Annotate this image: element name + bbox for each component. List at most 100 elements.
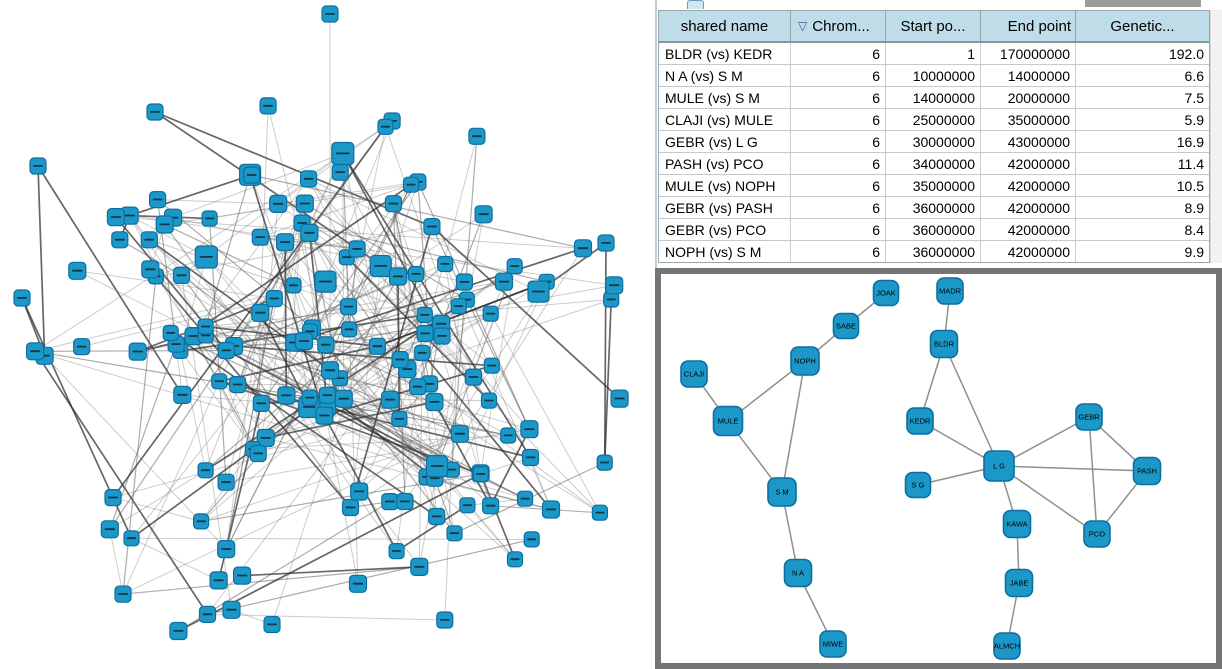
main-network-node[interactable]	[597, 234, 615, 252]
main-network-node[interactable]	[111, 231, 129, 249]
main-network-node[interactable]	[388, 267, 408, 286]
network-node-joak[interactable]: JOAK	[872, 279, 900, 307]
main-network-node[interactable]	[384, 195, 402, 213]
column-header-2[interactable]: Start po...	[886, 11, 981, 41]
network-node-n-a[interactable]: N A	[783, 558, 813, 588]
main-network-node[interactable]	[541, 500, 561, 519]
main-network-node[interactable]	[173, 385, 192, 404]
main-network-node[interactable]	[73, 338, 91, 356]
main-network-node[interactable]	[428, 507, 446, 526]
main-network-node[interactable]	[321, 5, 339, 23]
main-network-node[interactable]	[276, 233, 295, 252]
main-network-node[interactable]	[506, 551, 524, 568]
main-network-node[interactable]	[391, 410, 408, 428]
main-network-node[interactable]	[341, 498, 360, 517]
network-node-almch[interactable]: ALMCH	[993, 632, 1021, 660]
main-network-node[interactable]	[468, 127, 486, 145]
main-network-node[interactable]	[455, 273, 473, 291]
main-network-node[interactable]	[123, 530, 140, 547]
main-network-node[interactable]	[317, 336, 335, 354]
main-network-node[interactable]	[446, 525, 463, 542]
main-network-node[interactable]	[269, 194, 288, 213]
network-node-l-g[interactable]: L G	[983, 450, 1015, 482]
main-network-node[interactable]	[436, 611, 454, 629]
main-network-node[interactable]	[480, 392, 498, 409]
main-network-node[interactable]	[408, 265, 425, 283]
network-node-gebr[interactable]: GEBR	[1075, 403, 1103, 431]
network-node-s-g[interactable]: S G	[904, 471, 932, 499]
main-network-node[interactable]	[217, 473, 235, 491]
main-network-node[interactable]	[295, 194, 314, 213]
main-network-node[interactable]	[450, 298, 467, 315]
table-vertical-scrollbar[interactable]	[1210, 10, 1222, 263]
main-network-node[interactable]	[334, 389, 353, 408]
column-header-0[interactable]: shared name	[659, 11, 791, 41]
main-network-node[interactable]	[100, 520, 119, 539]
main-network-node[interactable]	[423, 218, 441, 236]
main-network-node[interactable]	[13, 289, 31, 307]
main-network-node[interactable]	[482, 497, 500, 515]
main-network-node[interactable]	[402, 176, 420, 193]
main-network-node[interactable]	[494, 272, 514, 291]
filter-funnel-icon[interactable]: ▽	[798, 19, 808, 33]
network-node-bldr[interactable]: BLDR	[929, 329, 959, 359]
network-node-pco[interactable]: PCO	[1083, 520, 1111, 548]
main-network-node[interactable]	[251, 228, 269, 246]
main-network-node[interactable]	[146, 103, 164, 121]
main-network-node[interactable]	[300, 223, 319, 242]
subnetwork-graphic[interactable]: JOAK MADR SABE BLDR NOPH CLAJI MULE KEDR GEBR L G…	[661, 274, 1216, 663]
main-network-node[interactable]	[155, 215, 174, 234]
main-network-node[interactable]	[169, 621, 188, 641]
main-network-node[interactable]	[198, 605, 217, 624]
main-network-node[interactable]	[605, 276, 624, 295]
main-network-node[interactable]	[425, 392, 444, 412]
table-row[interactable]: PASH (vs) PCO 6 34000000 42000000 11.4	[659, 152, 1209, 174]
main-network-node[interactable]	[369, 254, 392, 278]
main-network-node[interactable]	[414, 344, 431, 361]
network-node-kedr[interactable]: KEDR	[906, 407, 934, 435]
network-node-sabe[interactable]: SABE	[832, 312, 860, 340]
network-node-kawa[interactable]: KAWA	[1002, 509, 1032, 539]
main-network-node[interactable]	[391, 351, 409, 369]
main-network-node[interactable]	[381, 493, 399, 511]
column-header-3[interactable]: End point	[981, 11, 1076, 41]
main-network-node[interactable]	[437, 255, 454, 273]
main-network-node[interactable]	[348, 574, 368, 593]
main-network-node[interactable]	[197, 462, 214, 479]
main-network-node[interactable]	[591, 504, 609, 521]
main-network-node[interactable]	[140, 231, 158, 249]
subnetwork-edge[interactable]	[781, 360, 806, 493]
main-network-node[interactable]	[217, 539, 236, 559]
main-network-node[interactable]	[209, 571, 228, 590]
main-network-node[interactable]	[416, 306, 433, 324]
main-network-node[interactable]	[331, 141, 355, 166]
main-network-node[interactable]	[315, 406, 334, 425]
main-network-node[interactable]	[162, 324, 179, 342]
main-network-node[interactable]	[314, 270, 337, 293]
network-node-pash[interactable]: PASH	[1132, 456, 1162, 486]
main-network-node[interactable]	[610, 389, 629, 408]
main-network-node[interactable]	[318, 386, 336, 404]
main-network-node[interactable]	[474, 205, 493, 224]
main-network-node[interactable]	[464, 368, 483, 386]
main-network-node[interactable]	[222, 600, 241, 619]
main-network-canvas[interactable]	[0, 0, 655, 669]
main-network-node[interactable]	[388, 542, 405, 560]
main-network-node[interactable]	[500, 427, 517, 444]
subnetwork-edge[interactable]	[998, 465, 1098, 535]
main-network-node[interactable]	[521, 448, 540, 467]
main-network-node[interactable]	[277, 386, 296, 405]
main-network-node[interactable]	[425, 455, 449, 478]
network-node-claji[interactable]: CLAJI	[680, 360, 708, 388]
network-node-jabe[interactable]: JABE	[1004, 568, 1034, 598]
main-network-node[interactable]	[68, 261, 87, 280]
main-network-node[interactable]	[350, 482, 369, 501]
table-row[interactable]: BLDR (vs) KEDR 6 1 170000000 192.0	[659, 43, 1209, 64]
main-network-node[interactable]	[128, 342, 147, 361]
main-network-node[interactable]	[527, 280, 550, 303]
main-network-node[interactable]	[217, 341, 235, 360]
main-network-node[interactable]	[506, 258, 523, 275]
table-row[interactable]: GEBR (vs) PASH 6 36000000 42000000 8.9	[659, 196, 1209, 218]
network-node-noph[interactable]: NOPH	[790, 346, 820, 376]
table-row[interactable]: MULE (vs) S M 6 14000000 20000000 7.5	[659, 86, 1209, 108]
